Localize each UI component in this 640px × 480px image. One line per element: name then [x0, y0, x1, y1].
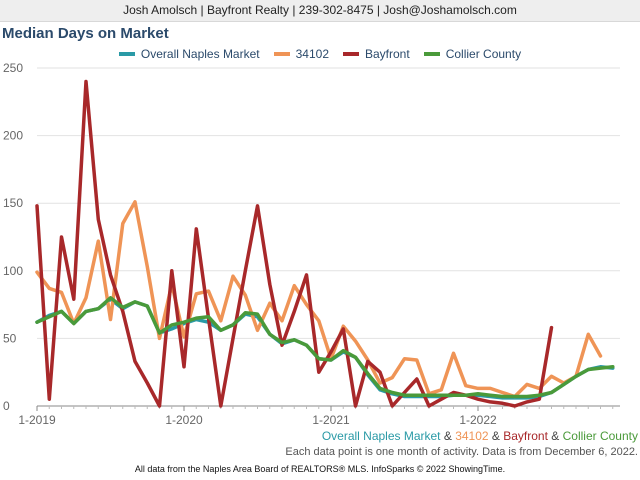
legend-swatch-overall	[118, 52, 135, 56]
header-contact-bar: Josh Amolsch | Bayfront Realty | 239-302…	[0, 0, 640, 22]
footer-series-collier: Collier County	[562, 429, 638, 443]
chart-legend: Overall Naples Market 34102 Bayfront Col…	[0, 46, 640, 62]
y-tick-label-150: 150	[3, 196, 23, 210]
footer-amp-2: &	[488, 429, 504, 443]
legend-swatch-bayfront	[343, 52, 359, 56]
series-line-zip	[35, 200, 603, 399]
chart-title: Median Days on Market	[2, 25, 169, 42]
legend-label-collier: Collier County	[445, 47, 522, 61]
legend-swatch-collier	[423, 52, 440, 56]
footer-series-bayfront: Bayfront	[503, 429, 548, 443]
legend-item-overall: Overall Naples Market	[118, 46, 260, 62]
y-tick-label-0: 0	[3, 399, 10, 413]
x-tick-label-0: 1-2019	[18, 413, 56, 427]
legend-label-bayfront: Bayfront	[365, 47, 410, 61]
footer-credit: All data from the Naples Area Board of R…	[134, 464, 506, 474]
footer-series-line: Overall Naples Market & 34102 & Bayfront…	[322, 429, 638, 443]
series-line-bayfront	[35, 79, 554, 408]
legend-item-bayfront: Bayfront	[343, 46, 410, 62]
legend-item-34102: 34102	[273, 46, 329, 62]
legend-swatch-34102	[273, 52, 290, 56]
footer-amp-1: &	[440, 429, 456, 443]
footer-amp-3: &	[547, 429, 563, 443]
y-tick-label-250: 250	[3, 61, 23, 75]
series-line-collier	[35, 296, 615, 399]
x-tick-label-1: 1-2020	[165, 413, 203, 427]
y-tick-label-100: 100	[3, 264, 23, 278]
legend-label-overall: Overall Naples Market	[140, 47, 260, 61]
footer-series-34102: 34102	[455, 429, 489, 443]
x-tick-label-3: 1-2022	[459, 413, 497, 427]
footer-series-overall: Overall Naples Market	[321, 429, 441, 443]
y-tick-label-50: 50	[3, 331, 17, 345]
footer-note: Each data point is one month of activity…	[285, 446, 638, 458]
x-tick-label-2: 1-2021	[312, 413, 350, 427]
line-chart: 0 50 100 150 200 250 1-2019 1-2020 1-2021 1-2022	[3, 61, 620, 427]
y-tick-label-200: 200	[3, 129, 23, 143]
legend-label-34102: 34102	[295, 47, 329, 61]
legend-item-collier: Collier County	[423, 46, 522, 62]
